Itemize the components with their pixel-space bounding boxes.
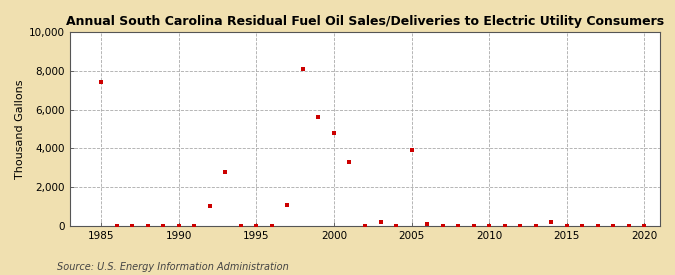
Point [546,220,557,224]
Point [329,131,340,135]
Y-axis label: Thousand Gallons: Thousand Gallons [15,79,25,179]
Point [608,224,619,228]
Point [205,204,215,209]
Point [158,224,169,228]
Point [251,224,262,228]
Point [220,169,231,174]
Point [531,224,541,228]
Point [639,224,650,228]
Point [437,224,448,228]
Point [344,160,355,164]
Point [500,224,510,228]
Point [236,224,246,228]
Text: Source: U.S. Energy Information Administration: Source: U.S. Energy Information Administ… [57,262,289,272]
Point [577,224,588,228]
Point [96,80,107,85]
Point [406,148,417,152]
Point [375,220,386,224]
Point [484,224,495,228]
Point [422,222,433,226]
Point [189,224,200,228]
Point [127,224,138,228]
Point [282,202,293,207]
Point [391,224,402,228]
Point [173,224,184,228]
Point [515,224,526,228]
Title: Annual South Carolina Residual Fuel Oil Sales/Deliveries to Electric Utility Con: Annual South Carolina Residual Fuel Oil … [66,15,664,28]
Point [142,224,153,228]
Point [468,224,479,228]
Point [111,224,122,228]
Point [453,224,464,228]
Point [298,67,308,71]
Point [593,224,603,228]
Point [624,224,634,228]
Point [313,115,324,119]
Point [562,224,572,228]
Point [267,224,277,228]
Point [360,224,371,228]
